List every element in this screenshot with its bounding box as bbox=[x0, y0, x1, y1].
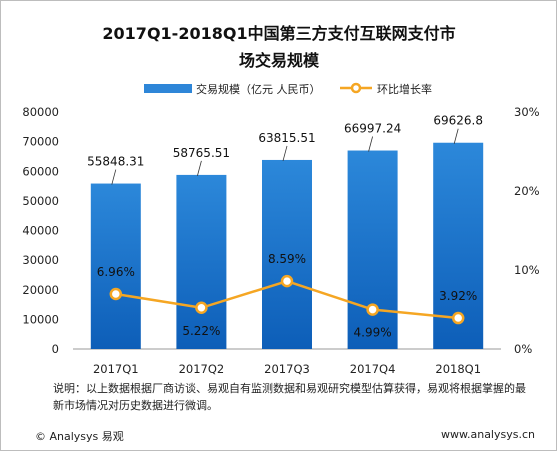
chart-note: 说明：以上数据根据厂商访谈、易观自有监测数据和易观研究模型估算获得，易观将根据掌… bbox=[53, 382, 526, 412]
growth-point bbox=[451, 311, 465, 325]
growth-value-label: 3.92% bbox=[439, 289, 477, 303]
footer-brand: © Analysys 易观 bbox=[35, 430, 124, 443]
x-tick-label: 2017Q3 bbox=[264, 362, 310, 376]
growth-point bbox=[280, 274, 294, 288]
growth-point bbox=[366, 303, 379, 316]
y-right-tick-label: 20% bbox=[514, 184, 540, 198]
bar-value-label: 69626.8 bbox=[433, 114, 483, 128]
growth-value-label: 8.59% bbox=[268, 252, 306, 266]
bar-value-label: 63815.51 bbox=[258, 131, 315, 145]
chart-title-line: 2017Q1-2018Q1中国第三方支付互联网支付市 bbox=[102, 24, 455, 43]
bar bbox=[90, 183, 141, 349]
x-tick-label: 2017Q4 bbox=[350, 362, 396, 376]
y-left-tick-label: 60000 bbox=[22, 164, 59, 178]
bar bbox=[262, 159, 312, 349]
y-left-tick-label: 30000 bbox=[22, 253, 59, 267]
growth-point bbox=[195, 301, 208, 315]
y-left-tick-label: 70000 bbox=[22, 135, 59, 149]
bar-label-leader bbox=[111, 169, 117, 185]
footer-url: www.analysys.cn bbox=[441, 428, 535, 441]
legend-label-bar: 交易规模（亿元 人民币） bbox=[196, 82, 321, 96]
y-left-tick-label: 20000 bbox=[22, 283, 59, 297]
bar-label-leader bbox=[368, 136, 373, 152]
y-left-tick-label: 80000 bbox=[22, 105, 59, 119]
x-tick-label: 2017Q2 bbox=[179, 362, 225, 376]
chart-title-line: 场交易规模 bbox=[239, 51, 320, 70]
y-right-tick-label: 10% bbox=[514, 263, 540, 277]
bar-label-leader bbox=[453, 128, 459, 144]
bar bbox=[347, 150, 398, 349]
legend-marker-line bbox=[350, 82, 362, 94]
bar-value-label: 66997.24 bbox=[344, 122, 401, 136]
growth-point bbox=[109, 287, 123, 301]
bar-label-leader bbox=[197, 160, 202, 177]
y-right-tick-label: 0% bbox=[514, 342, 532, 356]
growth-value-label: 6.96% bbox=[97, 265, 135, 279]
bar bbox=[176, 174, 227, 349]
y-left-tick-label: 50000 bbox=[22, 194, 59, 208]
growth-value-label: 4.99% bbox=[354, 326, 392, 340]
bar-value-label: 55848.31 bbox=[87, 155, 144, 169]
x-tick-label: 2017Q1 bbox=[93, 362, 139, 376]
legend-label-line: 环比增长率 bbox=[377, 82, 432, 96]
bar-value-label: 58765.51 bbox=[173, 146, 230, 160]
bar-label-leader bbox=[282, 145, 288, 162]
legend-swatch-bar bbox=[144, 84, 192, 93]
y-left-tick-label: 40000 bbox=[22, 224, 59, 238]
y-right-tick-label: 30% bbox=[514, 105, 540, 119]
y-left-tick-label: 10000 bbox=[22, 312, 59, 326]
y-left-tick-label: 0 bbox=[52, 342, 59, 356]
growth-value-label: 5.22% bbox=[182, 324, 220, 338]
x-tick-label: 2018Q1 bbox=[435, 362, 481, 376]
